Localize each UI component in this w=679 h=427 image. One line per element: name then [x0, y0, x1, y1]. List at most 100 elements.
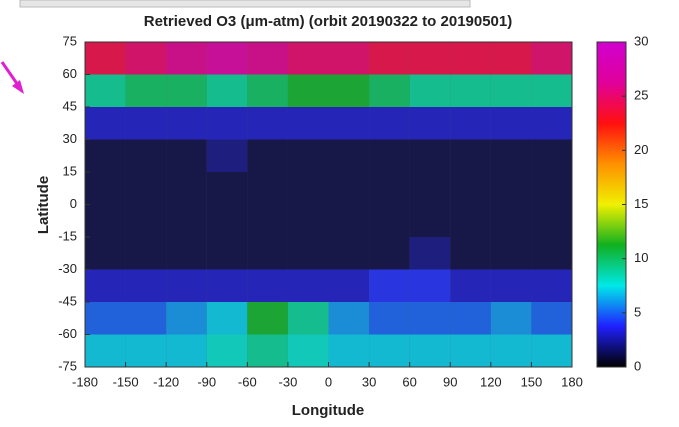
heat-cell [491, 205, 532, 238]
colorbar-tick-label: 0 [634, 358, 641, 373]
heat-cell [247, 205, 288, 238]
x-tick-label: -60 [238, 374, 257, 389]
heat-cell [288, 270, 329, 303]
heat-cell [410, 140, 451, 173]
heat-cell [207, 42, 248, 75]
heat-cell [531, 237, 572, 270]
colorbar [597, 42, 626, 367]
y-tick-label: 0 [70, 196, 77, 211]
x-tick-label: -150 [113, 374, 139, 389]
heat-cell [166, 140, 207, 173]
heat-cell [531, 270, 572, 303]
colorbar-tick-label: 15 [634, 196, 648, 211]
heat-cell [207, 205, 248, 238]
heat-cell [85, 140, 126, 173]
heat-cell [531, 172, 572, 205]
x-tick-label: -120 [153, 374, 179, 389]
heat-cell [329, 140, 370, 173]
x-tick-label: -180 [72, 374, 98, 389]
heat-cell [207, 172, 248, 205]
y-tick-label: -15 [58, 228, 77, 243]
heat-cell [166, 75, 207, 108]
heat-cell [450, 75, 491, 108]
heat-cell [410, 302, 451, 335]
heat-cell [207, 107, 248, 140]
heat-cell [531, 205, 572, 238]
heat-cell [410, 237, 451, 270]
heat-cell [207, 335, 248, 368]
colorbar-tick-label: 30 [634, 33, 648, 48]
heat-cell [247, 107, 288, 140]
heat-cell [369, 140, 410, 173]
heat-cell [531, 140, 572, 173]
heat-cell [166, 172, 207, 205]
heat-cell [329, 75, 370, 108]
heat-cell [369, 107, 410, 140]
heat-cell [85, 75, 126, 108]
y-tick-label: 15 [63, 163, 77, 178]
heat-cell [126, 205, 167, 238]
heat-cell [531, 335, 572, 368]
heat-cell [410, 205, 451, 238]
heat-cell [247, 237, 288, 270]
heat-cell [247, 302, 288, 335]
colorbar-tick-label: 10 [634, 250, 648, 265]
heat-cell [247, 75, 288, 108]
heat-cell [450, 335, 491, 368]
heat-cell [247, 270, 288, 303]
heat-cell [247, 172, 288, 205]
y-axis-label: Latitude [35, 176, 52, 234]
heat-cell [85, 42, 126, 75]
heat-cell [126, 107, 167, 140]
heat-cell [329, 172, 370, 205]
heat-cell [288, 237, 329, 270]
heat-cell [288, 75, 329, 108]
heat-cell [531, 107, 572, 140]
x-tick-label: 30 [362, 374, 376, 389]
heat-cell [166, 335, 207, 368]
heat-cell [369, 237, 410, 270]
heat-cell [166, 205, 207, 238]
heat-cell [410, 172, 451, 205]
heat-cell [166, 270, 207, 303]
heat-cell [85, 302, 126, 335]
heat-cell [247, 42, 288, 75]
chart: Retrieved O3 (μm-atm) (orbit 20190322 to… [0, 0, 679, 427]
heat-cell [531, 42, 572, 75]
heat-cell [126, 270, 167, 303]
chart-title: Retrieved O3 (μm-atm) (orbit 20190322 to… [144, 13, 513, 30]
heat-cell [329, 335, 370, 368]
heat-cell [369, 75, 410, 108]
heat-cell [126, 172, 167, 205]
heat-cell [450, 42, 491, 75]
heat-cell [369, 270, 410, 303]
x-tick-label: 150 [521, 374, 543, 389]
heat-cell [369, 172, 410, 205]
x-axis-label: Longitude [292, 402, 364, 419]
heat-cell [410, 42, 451, 75]
heat-cell [85, 237, 126, 270]
heat-cell [247, 140, 288, 173]
heat-cell [126, 335, 167, 368]
x-tick-label: 120 [480, 374, 502, 389]
x-tick-label: -90 [197, 374, 216, 389]
x-tick-label: 60 [402, 374, 416, 389]
heat-cell [247, 335, 288, 368]
heat-cell [369, 205, 410, 238]
heat-cell [126, 75, 167, 108]
heat-cell [329, 270, 370, 303]
heat-cell [329, 42, 370, 75]
y-tick-label: 60 [63, 66, 77, 81]
heat-cell [126, 140, 167, 173]
heat-cell [491, 237, 532, 270]
heat-cell [207, 237, 248, 270]
heat-cell [531, 75, 572, 108]
window-tabs [20, 0, 470, 7]
heat-cell [166, 302, 207, 335]
heat-cell [166, 107, 207, 140]
heat-cell [410, 270, 451, 303]
heat-cell [126, 237, 167, 270]
heat-cell [369, 335, 410, 368]
heat-cell [85, 205, 126, 238]
heat-cell [126, 42, 167, 75]
